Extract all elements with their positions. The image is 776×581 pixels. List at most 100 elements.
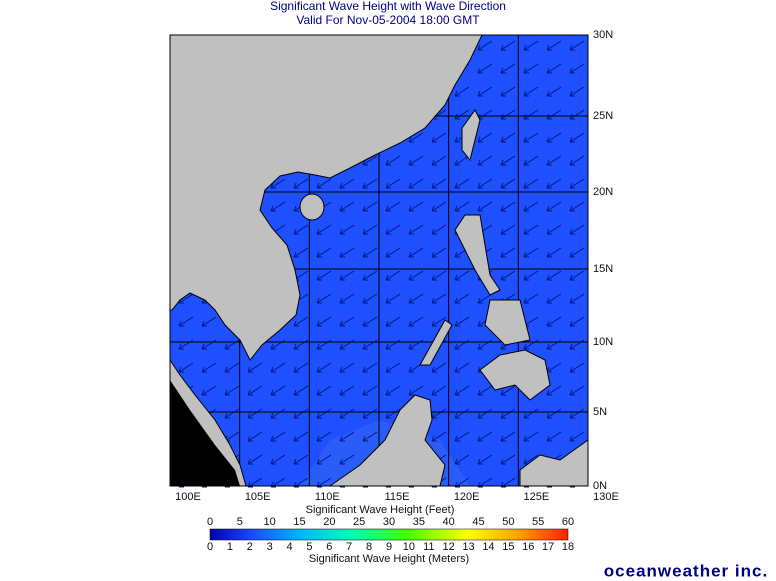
arrow <box>500 178 516 189</box>
arrow <box>523 293 539 304</box>
arrow <box>339 362 355 373</box>
land-mainland <box>169 34 483 361</box>
arrow <box>362 178 378 189</box>
arrow <box>316 454 332 465</box>
land-sumatra <box>170 380 240 486</box>
arrow <box>546 247 562 258</box>
meters-label: 13 <box>462 541 474 553</box>
arrow <box>201 316 217 327</box>
arrow <box>569 270 585 281</box>
arrow <box>546 132 562 143</box>
arrow <box>569 63 585 74</box>
arrow <box>569 247 585 258</box>
feet-label: 15 <box>293 516 305 528</box>
arrow <box>546 86 562 97</box>
arrow <box>477 63 493 74</box>
arrow <box>385 224 401 235</box>
arrow <box>178 316 194 327</box>
arrow <box>316 385 332 396</box>
meters-label: 12 <box>443 541 455 553</box>
arrow <box>224 385 240 396</box>
arrow <box>477 431 493 442</box>
arrow <box>523 431 539 442</box>
arrow <box>293 385 309 396</box>
lon-label: 105E <box>245 491 271 503</box>
arrow <box>454 385 470 396</box>
feet-label: 35 <box>413 516 425 528</box>
arrow <box>316 316 332 327</box>
axis-labels: 100E 105E 110E 115E 120E 125E 130E30N25N20N15N… <box>175 29 619 553</box>
arrow <box>408 178 424 189</box>
lon-label: 120E <box>454 491 480 503</box>
arrow <box>477 86 493 97</box>
arrow <box>385 362 401 373</box>
feet-label: 55 <box>532 516 544 528</box>
arrow <box>454 293 470 304</box>
arrow <box>408 247 424 258</box>
arrow <box>270 178 286 189</box>
arrow <box>339 293 355 304</box>
arrow <box>569 155 585 166</box>
meters-label: 1 <box>227 541 233 553</box>
arrow <box>523 132 539 143</box>
brand: oceanweather inc. <box>604 561 768 580</box>
meters-label: 5 <box>306 541 312 553</box>
feet-label: 0 <box>207 516 213 528</box>
arrow <box>408 385 424 396</box>
arrow <box>224 408 240 419</box>
arrow <box>523 63 539 74</box>
land-palawan <box>419 319 453 366</box>
arrow <box>431 362 447 373</box>
arrow <box>569 385 585 396</box>
arrow <box>431 247 447 258</box>
arrow <box>546 40 562 51</box>
feet-label: 45 <box>472 516 484 528</box>
arrow <box>431 201 447 212</box>
feet-label: 60 <box>562 516 574 528</box>
arrow <box>201 362 217 373</box>
arrow <box>454 454 470 465</box>
arrow <box>385 178 401 189</box>
meters-label: 6 <box>326 541 332 553</box>
arrow <box>454 431 470 442</box>
arrow <box>500 155 516 166</box>
arrow <box>293 454 309 465</box>
arrow <box>385 316 401 327</box>
lat-label: 25N <box>593 110 613 122</box>
arrow <box>385 293 401 304</box>
meters-label: 10 <box>403 541 415 553</box>
arrow <box>339 316 355 327</box>
arrow <box>569 86 585 97</box>
arrow <box>569 362 585 373</box>
arrow <box>523 224 539 235</box>
arrow <box>408 293 424 304</box>
land-taiwan <box>461 109 481 162</box>
arrow <box>477 40 493 51</box>
meters-label: 15 <box>502 541 514 553</box>
arrow <box>431 224 447 235</box>
arrow <box>454 408 470 419</box>
arrow <box>454 178 470 189</box>
arrow <box>500 454 516 465</box>
arrow <box>339 270 355 281</box>
arrow <box>247 408 263 419</box>
arrow <box>569 293 585 304</box>
arrow <box>362 247 378 258</box>
arrow <box>431 408 447 419</box>
arrow <box>316 247 332 258</box>
lat-label: 20N <box>593 186 613 198</box>
arrow <box>477 408 493 419</box>
arrow <box>316 362 332 373</box>
arrow <box>546 293 562 304</box>
subtitle: Valid For Nov-05-2004 18:00 GMT <box>296 13 480 27</box>
arrow <box>431 270 447 281</box>
arrow <box>569 431 585 442</box>
arrow <box>270 408 286 419</box>
arrow <box>385 408 401 419</box>
arrow <box>270 362 286 373</box>
feet-label: 25 <box>353 516 365 528</box>
arrow <box>546 316 562 327</box>
arrow <box>454 270 470 281</box>
arrow <box>339 178 355 189</box>
